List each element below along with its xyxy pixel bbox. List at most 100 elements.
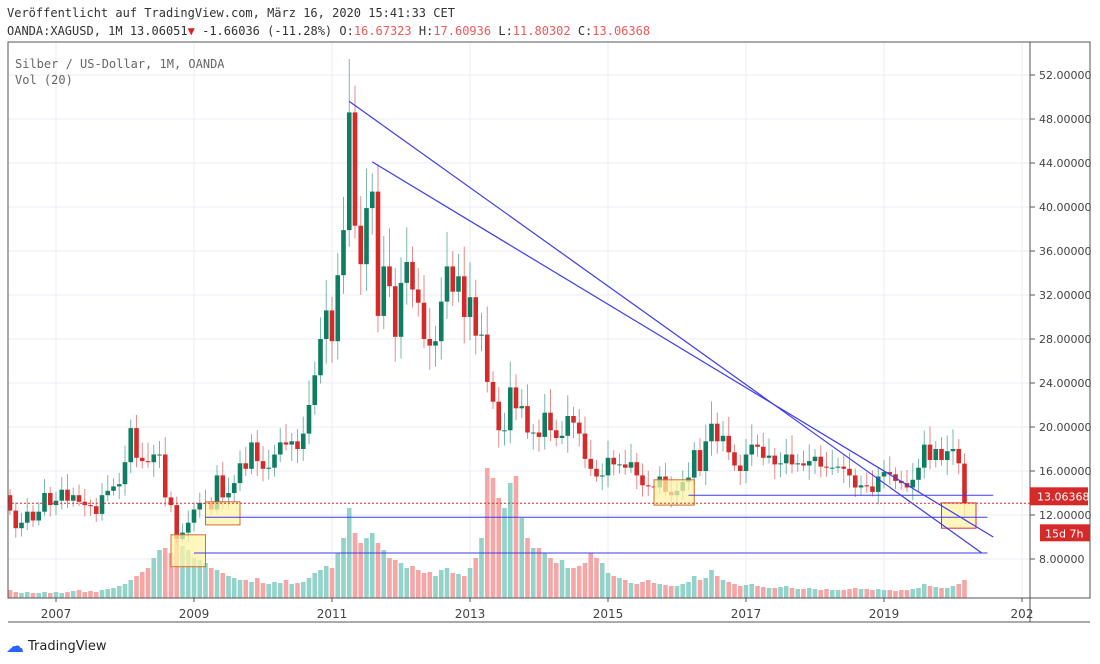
candle-body: [398, 282, 404, 337]
volume-bar: [778, 587, 783, 598]
volume-bar: [415, 570, 421, 598]
candle-body: [93, 506, 99, 514]
candle-body: [323, 310, 329, 339]
volume-bar: [525, 538, 530, 598]
volume-bar: [530, 548, 536, 598]
volume-bar: [904, 590, 910, 598]
volume-bar: [295, 583, 300, 598]
volume-bar: [438, 570, 444, 598]
candle-body: [312, 375, 318, 405]
high-label: H:: [418, 24, 434, 38]
candle-body: [588, 458, 594, 469]
candle-body: [697, 450, 703, 471]
candle-body: [565, 416, 571, 436]
candle-body: [772, 455, 778, 465]
candle-body: [191, 509, 197, 523]
volume-bar: [939, 588, 944, 598]
volume-bar: [536, 548, 542, 598]
price-tick-label: 36.00000: [1039, 245, 1092, 258]
candle-body: [582, 433, 588, 459]
volume-bar: [88, 591, 93, 598]
candle-body: [36, 511, 42, 521]
candle-body: [519, 406, 525, 409]
candle-body: [335, 275, 341, 342]
candle-body: [812, 456, 818, 462]
volume-bar: [82, 592, 88, 598]
volume-bar: [335, 553, 341, 598]
volume-bar: [473, 558, 479, 598]
candle-body: [185, 522, 191, 533]
volume-bar: [714, 576, 720, 598]
volume-bar: [76, 590, 82, 598]
volume-bar: [318, 570, 323, 598]
time-tick-label: 2009: [179, 607, 210, 621]
volume-bar: [387, 558, 392, 598]
last-price-label: 13.06368: [1037, 490, 1090, 503]
volume-bar: [352, 533, 358, 598]
candle-body: [24, 511, 30, 523]
symbol-ohlc-bar: OANDA:XAGUSD, 1M 13.06051▼ -1.66036 (-11…: [7, 24, 650, 38]
volume-bar: [663, 585, 668, 598]
price-tick-label: 48.00000: [1039, 113, 1092, 126]
volume-bar: [30, 593, 36, 598]
candle-body: [369, 191, 375, 209]
candle-body: [852, 475, 858, 488]
volume-bar: [444, 568, 450, 598]
candle-body: [260, 461, 266, 469]
candle-body: [709, 423, 714, 442]
price-tick-label: 28.00000: [1039, 333, 1092, 346]
volume-bar: [847, 589, 852, 598]
time-tick-label: 2017: [731, 607, 762, 621]
volume-bar: [13, 592, 19, 598]
candle-body: [755, 444, 760, 447]
candle-body: [13, 510, 19, 529]
candle-body: [266, 467, 272, 469]
volume-bar: [392, 560, 398, 598]
candle-body: [864, 485, 870, 487]
candle-body: [703, 441, 709, 471]
candle-body: [749, 444, 755, 455]
volume-bar: [300, 582, 306, 598]
candle-body: [99, 495, 105, 514]
volume-bar: [709, 570, 714, 598]
candle-body: [329, 310, 335, 342]
candle-body: [513, 387, 519, 409]
candle-body: [254, 442, 260, 462]
published-info: Veröffentlicht auf TradingView.com, März…: [7, 6, 455, 20]
volume-bar: [381, 550, 387, 598]
close-value: 13.06368: [592, 24, 651, 38]
candle-body: [605, 457, 611, 476]
volume-bar: [852, 588, 858, 598]
candle-body: [243, 463, 249, 469]
open-value: 16.67323: [353, 24, 412, 38]
volume-bar: [203, 563, 208, 598]
candle-body: [295, 441, 300, 449]
volume-bar: [956, 584, 962, 598]
volume-bar: [697, 580, 703, 598]
volume-bar: [358, 543, 364, 598]
price-tick-label: 16.00000: [1039, 465, 1092, 478]
candle-body: [174, 505, 180, 540]
volume-bar: [657, 584, 663, 598]
price-tick-label: 40.00000: [1039, 201, 1092, 214]
candle-body: [450, 266, 456, 292]
volume-bar: [484, 468, 490, 598]
tradingview-logo: ☁ TradingView: [6, 636, 107, 657]
volume-bar: [111, 588, 116, 598]
volume-bar: [507, 483, 513, 598]
candle-body: [944, 451, 950, 460]
volume-bar: [364, 538, 369, 598]
candle-body: [870, 486, 875, 492]
volume-bar: [927, 586, 933, 598]
volume-bar: [404, 568, 410, 598]
candle-body: [47, 493, 53, 506]
candle-body: [634, 462, 640, 476]
candle-body: [950, 449, 956, 452]
volume-bar: [720, 580, 726, 598]
volume-bar: [875, 589, 881, 598]
price-tick-label: 32.00000: [1039, 289, 1092, 302]
volume-bar: [651, 583, 657, 598]
candle-body: [714, 423, 720, 442]
volume-bar: [841, 590, 847, 598]
